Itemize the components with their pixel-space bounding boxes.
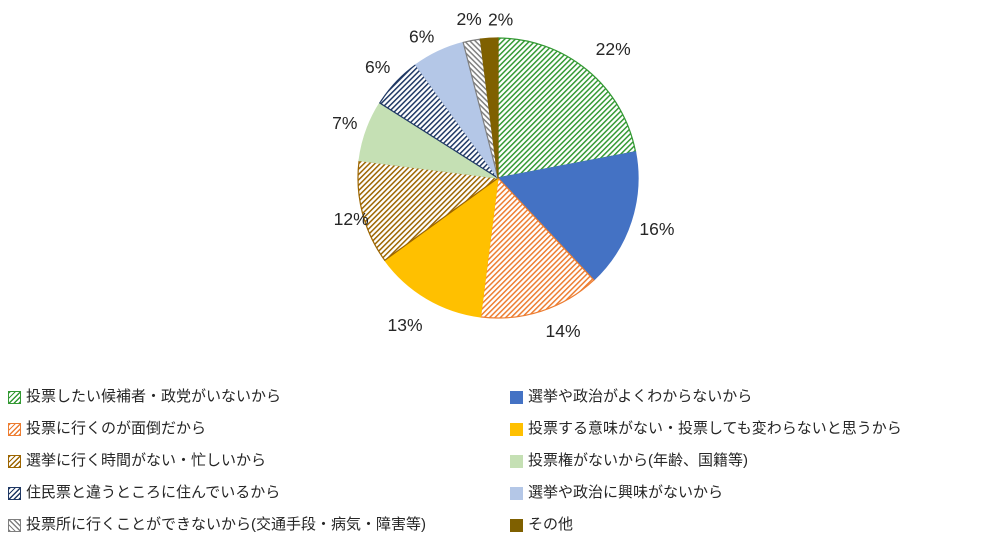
slice-percent-label: 7% <box>332 113 357 133</box>
slice-percent-label: 16% <box>639 219 674 239</box>
slice-percent-label: 12% <box>334 209 369 229</box>
legend-swatch-icon <box>510 390 523 404</box>
legend-item: その他 <box>510 514 994 536</box>
legend-label: 投票所に行くことができないから(交通手段・病気・障害等) <box>26 516 426 533</box>
legend-swatch-icon <box>510 486 523 500</box>
legend-swatch-icon <box>8 518 21 532</box>
legend: 投票したい候補者・政党がいないから 選挙や政治がよくわからないから投票に行くのが面… <box>8 386 994 536</box>
legend-label: 選挙や政治に興味がないから <box>528 484 724 501</box>
legend-swatch-icon <box>510 454 523 468</box>
legend-label: 選挙や政治がよくわからないから <box>528 388 753 405</box>
pie-slice-1 <box>497 37 637 179</box>
legend-label: 投票したい候補者・政党がいないから <box>26 388 282 405</box>
legend-item: 選挙に行く時間がない・忙しいから <box>8 450 510 472</box>
slice-percent-label: 22% <box>596 39 631 59</box>
pie-slice-5 <box>357 159 500 262</box>
legend-item: 選挙や政治がよくわからないから <box>510 386 994 408</box>
legend-label: 選挙に行く時間がない・忙しいから <box>26 452 267 469</box>
legend-item: 住民票と違うところに住んでいるから <box>8 482 510 504</box>
legend-item: 投票する意味がない・投票しても変わらないと思うから <box>510 418 994 440</box>
pie-slice-4 <box>383 176 499 318</box>
legend-swatch-icon <box>8 454 21 468</box>
slice-percent-label: 14% <box>545 321 580 341</box>
legend-swatch-icon <box>510 518 523 532</box>
legend-label: 投票に行くのが面倒だから <box>26 420 207 437</box>
slice-percent-label: 2% <box>456 9 481 29</box>
pie-slice-2 <box>496 151 639 281</box>
legend-swatch-icon <box>8 486 21 500</box>
pie-chart: 22% 16% 14% 13% 12% 7% 6% 6% 2% 2% <box>332 9 674 341</box>
slice-percent-label: 13% <box>387 315 422 335</box>
pie-slice-10 <box>479 37 499 179</box>
legend-item: 投票に行くのが面倒だから <box>8 418 510 440</box>
slice-percent-label: 6% <box>365 57 390 77</box>
slice-percent-label: 6% <box>409 27 434 47</box>
legend-item: 投票所に行くことができないから(交通手段・病気・障害等) <box>8 514 510 536</box>
legend-label: その他 <box>528 516 574 533</box>
legend-swatch-icon <box>510 422 523 436</box>
legend-swatch-icon <box>8 390 21 404</box>
legend-item: 投票したい候補者・政党がいないから <box>8 386 510 408</box>
legend-label: 投票権がないから(年齢、国籍等) <box>528 452 748 469</box>
pie-slice-3 <box>479 176 595 319</box>
legend-item: 投票権がないから(年齢、国籍等) <box>510 450 994 472</box>
legend-item: 選挙や政治に興味がないから <box>510 482 994 504</box>
legend-swatch-icon <box>8 422 21 436</box>
slice-percent-label: 2% <box>488 9 513 29</box>
legend-label: 住民票と違うところに住んでいるから <box>26 484 281 501</box>
legend-label: 投票する意味がない・投票しても変わらないと思うから <box>528 420 902 437</box>
